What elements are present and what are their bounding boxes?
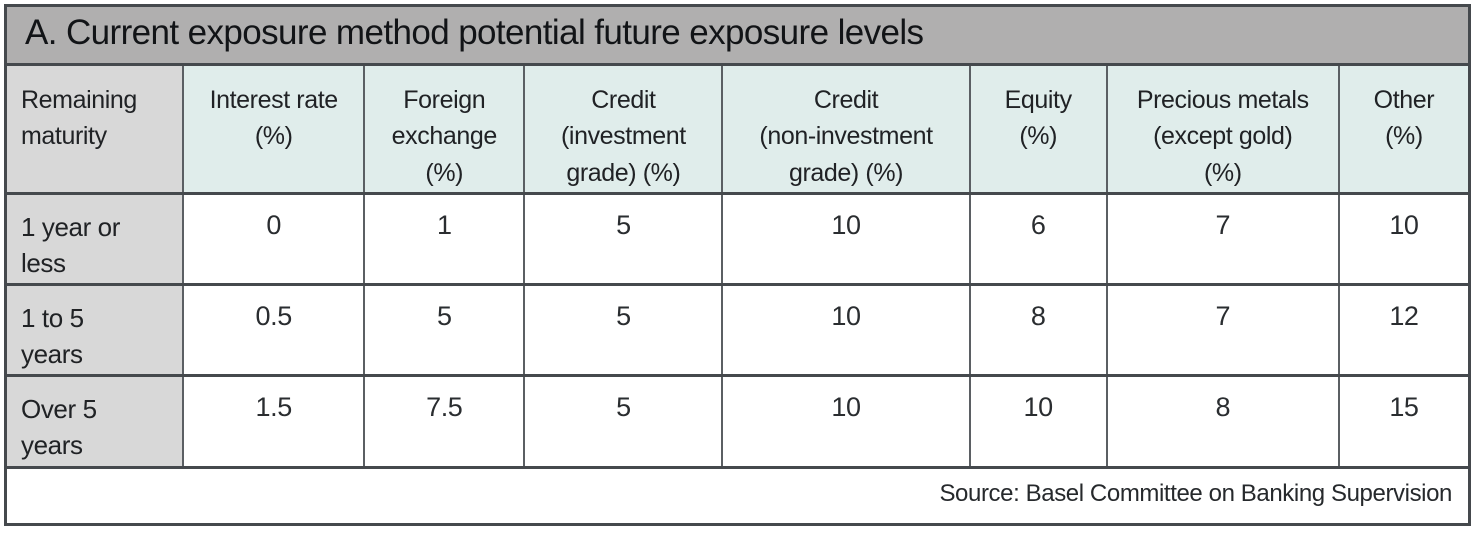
column-header-credit-investment-grade: Credit (investment grade) (%) xyxy=(523,66,724,193)
column-header-interest-rate: Interest rate (%) xyxy=(182,66,366,193)
table-cell: 10 xyxy=(721,373,971,466)
source-note: Source: Basel Committee on Banking Super… xyxy=(7,466,1468,523)
table-cell: 12 xyxy=(1337,282,1468,375)
column-header-precious-metals: Precious metals (except gold) (%) xyxy=(1105,66,1340,193)
column-header-other: Other (%) xyxy=(1337,66,1468,193)
table-cell: 10 xyxy=(721,191,971,284)
table-cell: 5 xyxy=(523,373,724,466)
exposure-table-panel: A. Current exposure method potential fut… xyxy=(4,4,1471,526)
table-cell: 7.5 xyxy=(363,373,526,466)
table-row-over-5-years: Over 5 years 1.5 7.5 5 10 10 8 15 xyxy=(7,373,1468,466)
table-row-1-to-5-years: 1 to 5 years 0.5 5 5 10 8 7 12 xyxy=(7,282,1468,375)
table-cell: 7 xyxy=(1105,282,1340,375)
table-cell: 6 xyxy=(968,191,1108,284)
table-cell: 1 xyxy=(363,191,526,284)
table-cell: 8 xyxy=(968,282,1108,375)
table-cell: 0.5 xyxy=(182,282,366,375)
table-cell: 1.5 xyxy=(182,373,366,466)
row-label: 1 year or less xyxy=(7,191,185,284)
header-row: Remaining maturity Interest rate (%) For… xyxy=(7,66,1468,193)
row-label: 1 to 5 years xyxy=(7,282,185,375)
column-header-foreign-exchange: Foreign exchange (%) xyxy=(363,66,526,193)
column-header-remaining-maturity: Remaining maturity xyxy=(7,66,185,193)
exposure-table: Remaining maturity Interest rate (%) For… xyxy=(7,66,1468,466)
panel-title: A. Current exposure method potential fut… xyxy=(7,7,1468,66)
table-cell: 15 xyxy=(1337,373,1468,466)
table-cell: 5 xyxy=(523,191,724,284)
column-header-credit-non-investment-grade: Credit (non-investment grade) (%) xyxy=(721,66,971,193)
table-cell: 5 xyxy=(363,282,526,375)
table-cell: 10 xyxy=(721,282,971,375)
column-header-equity: Equity (%) xyxy=(968,66,1108,193)
table-cell: 0 xyxy=(182,191,366,284)
table-cell: 10 xyxy=(1337,191,1468,284)
table-row-1-year-or-less: 1 year or less 0 1 5 10 6 7 10 xyxy=(7,191,1468,284)
table-cell: 7 xyxy=(1105,191,1340,284)
table-cell: 10 xyxy=(968,373,1108,466)
table-cell: 8 xyxy=(1105,373,1340,466)
table-cell: 5 xyxy=(523,282,724,375)
row-label: Over 5 years xyxy=(7,373,185,466)
